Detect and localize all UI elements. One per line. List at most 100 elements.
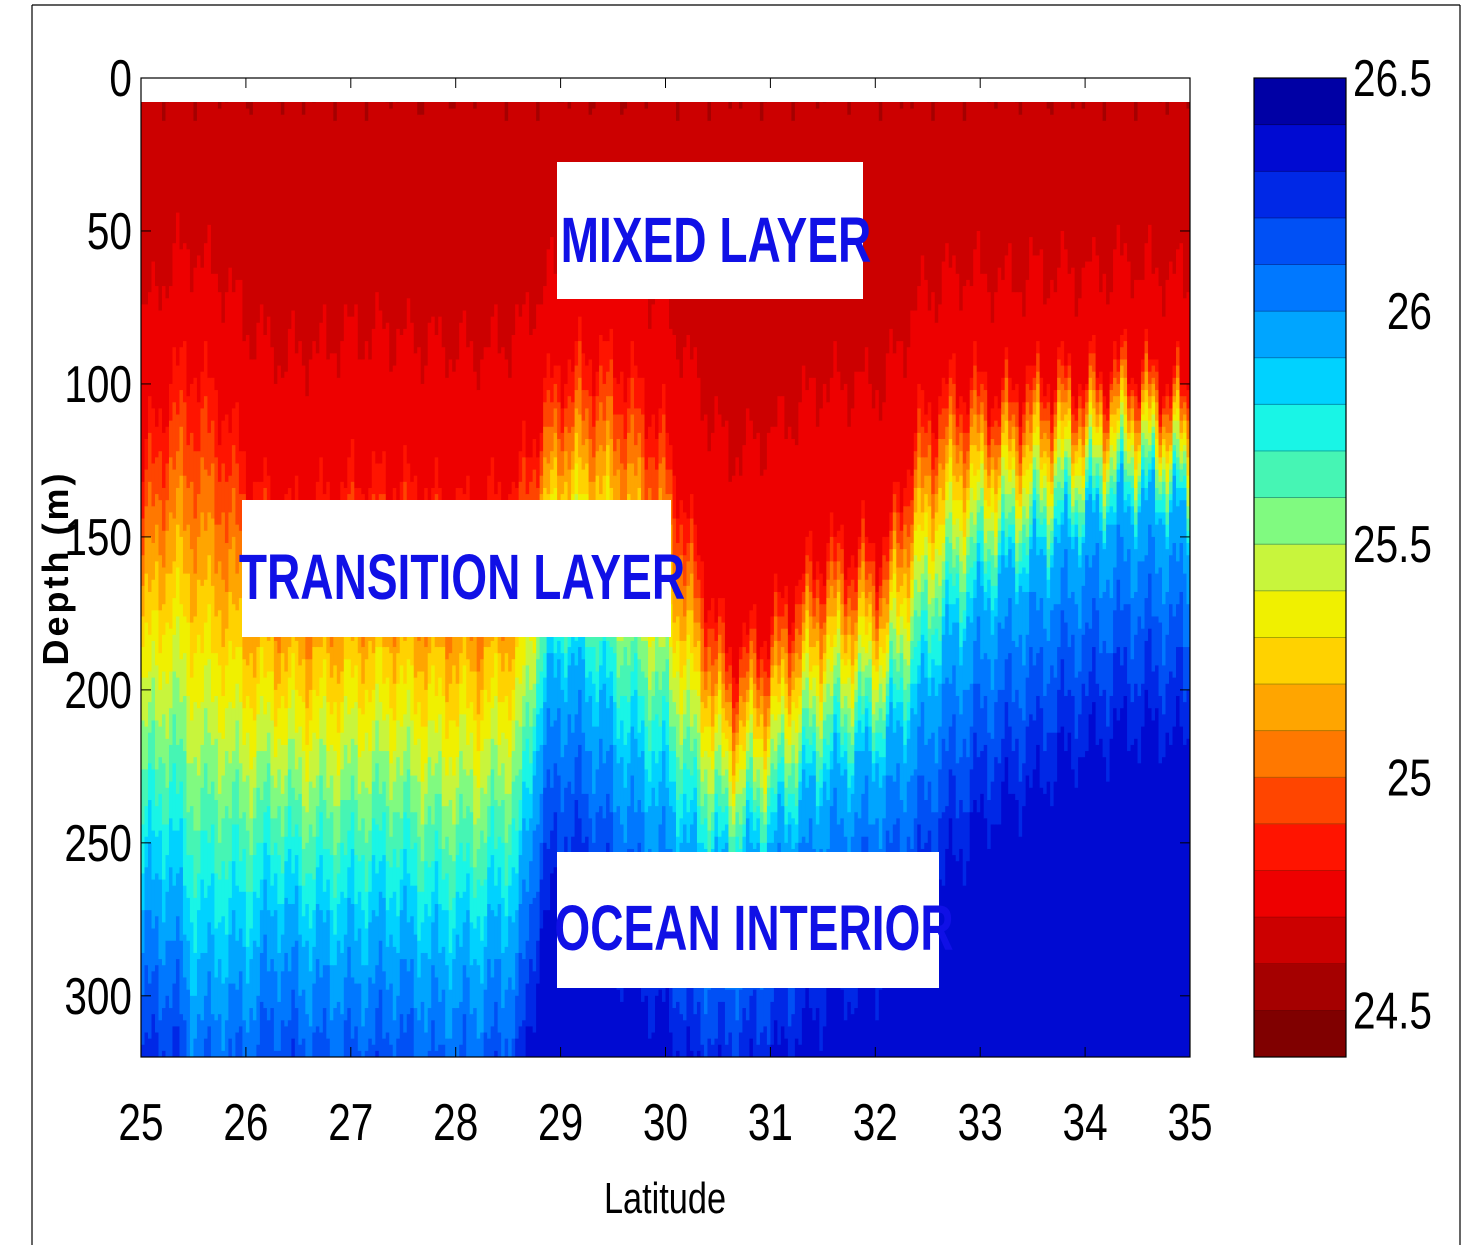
contour-cell bbox=[385, 861, 390, 911]
contour-cell bbox=[161, 567, 167, 605]
contour-cell bbox=[518, 952, 523, 1028]
contour-cell bbox=[623, 402, 628, 440]
contour-cell bbox=[441, 989, 446, 1046]
contour-cell bbox=[1127, 751, 1132, 1057]
contour-cell bbox=[315, 959, 320, 1028]
contour-cell bbox=[819, 738, 824, 758]
contour-cell bbox=[175, 102, 181, 214]
contour-cell bbox=[924, 414, 929, 434]
contour-cell bbox=[462, 622, 467, 666]
contour-cell bbox=[899, 800, 904, 868]
contour-cell bbox=[336, 1001, 341, 1057]
contour-cell bbox=[613, 377, 618, 416]
contour-cell bbox=[606, 341, 611, 373]
contour-cell bbox=[840, 683, 845, 709]
contour-cell bbox=[378, 940, 383, 991]
contour-cell bbox=[815, 695, 820, 728]
contour-cell bbox=[434, 861, 439, 905]
contour-cell bbox=[536, 714, 541, 752]
contour-cell bbox=[210, 585, 216, 654]
contour-cell bbox=[1022, 402, 1027, 416]
contour-cell bbox=[616, 298, 621, 385]
contour-cell bbox=[738, 647, 744, 660]
contour-cell bbox=[417, 640, 422, 673]
contour-cell bbox=[836, 543, 841, 562]
contour-cell bbox=[245, 891, 250, 948]
contour-cell bbox=[312, 647, 317, 691]
contour-cell bbox=[1130, 506, 1135, 526]
contour-cell bbox=[672, 1008, 677, 1057]
contour-cell bbox=[158, 653, 163, 691]
contour-cell bbox=[172, 518, 177, 562]
contour-cell bbox=[1123, 481, 1128, 501]
contour-cell bbox=[1113, 359, 1118, 379]
contour-cell bbox=[868, 965, 873, 1057]
contour-cell bbox=[980, 451, 985, 465]
contour-cell bbox=[973, 390, 978, 416]
contour-cell bbox=[1011, 487, 1016, 507]
contour-cell bbox=[263, 1008, 268, 1057]
contour-cell bbox=[410, 885, 415, 917]
contour-cell bbox=[364, 659, 369, 691]
contour-cell bbox=[1116, 469, 1121, 483]
contour-cell bbox=[997, 824, 1002, 1057]
contour-cell bbox=[1106, 579, 1111, 654]
contour-cell bbox=[777, 1044, 782, 1057]
contour-cell bbox=[945, 426, 950, 446]
contour-cell bbox=[357, 757, 362, 795]
contour-cell bbox=[609, 439, 614, 489]
contour-cell bbox=[487, 647, 492, 703]
contour-cell bbox=[231, 910, 237, 985]
contour-cell bbox=[529, 904, 534, 960]
contour-cell bbox=[770, 738, 775, 764]
contour-cell bbox=[193, 267, 198, 379]
contour-cell bbox=[861, 940, 866, 1057]
contour-cell bbox=[182, 1020, 188, 1057]
contour-cell bbox=[578, 414, 583, 458]
contour-cell bbox=[392, 365, 397, 489]
contour-cell bbox=[945, 243, 950, 385]
contour-cell bbox=[1004, 567, 1009, 618]
contour-cell bbox=[1029, 714, 1034, 789]
contour-cell bbox=[952, 500, 957, 526]
contour-cell bbox=[141, 481, 146, 520]
contour-cell bbox=[682, 793, 688, 826]
contour-cell bbox=[801, 604, 806, 624]
contour-cell bbox=[994, 102, 999, 110]
contour-cell bbox=[228, 983, 233, 1040]
contour-cell bbox=[990, 408, 995, 428]
contour-cell bbox=[1085, 469, 1090, 483]
contour-cell bbox=[997, 500, 1002, 520]
contour-cell bbox=[756, 757, 761, 771]
contour-cell bbox=[329, 1020, 334, 1057]
contour-cell bbox=[1088, 102, 1093, 263]
contour-cell bbox=[522, 420, 527, 458]
contour-cell bbox=[966, 573, 971, 593]
contour-cell bbox=[336, 940, 341, 1003]
contour-cell bbox=[242, 781, 247, 813]
contour-cell bbox=[238, 494, 244, 532]
contour-cell bbox=[1001, 432, 1006, 446]
contour-cell bbox=[672, 561, 677, 593]
contour-cell bbox=[752, 800, 758, 813]
contour-cell bbox=[1078, 475, 1083, 495]
contour-cell bbox=[574, 757, 579, 801]
contour-cell bbox=[1116, 359, 1121, 373]
contour-cell bbox=[938, 616, 943, 642]
contour-cell bbox=[543, 377, 548, 403]
contour-cell bbox=[1074, 677, 1079, 740]
contour-cell bbox=[1085, 751, 1090, 1057]
contour-cell bbox=[1095, 377, 1100, 391]
contour-cell bbox=[969, 377, 974, 391]
contour-cell bbox=[263, 751, 268, 783]
contour-cell bbox=[333, 120, 338, 354]
contour-cell bbox=[882, 965, 887, 1057]
contour-cell bbox=[1032, 445, 1037, 458]
contour-cell bbox=[717, 1001, 723, 1046]
contour-cell bbox=[508, 855, 513, 887]
contour-cell bbox=[172, 1026, 177, 1057]
contour-cell bbox=[259, 842, 264, 881]
contour-cell bbox=[165, 426, 170, 465]
contour-cell bbox=[480, 720, 485, 752]
contour-cell bbox=[434, 334, 439, 458]
